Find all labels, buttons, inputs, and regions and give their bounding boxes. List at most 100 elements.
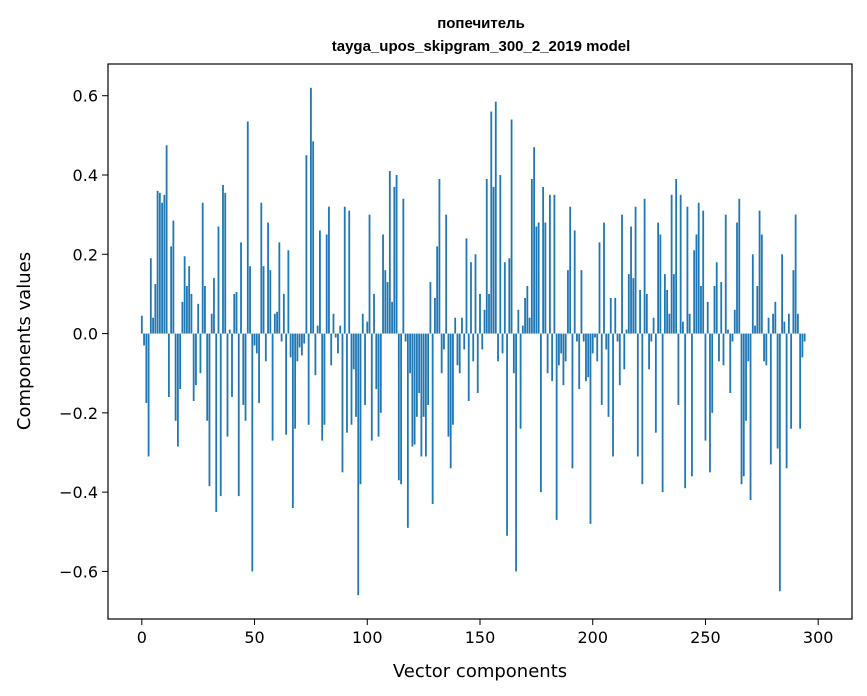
bar-83 (328, 206, 330, 334)
bar-5 (152, 317, 154, 334)
y-axis-ticks: −0.6 −0.4 −0.2 0.0 0.2 0.4 0.6 (59, 87, 108, 581)
y-tick-label: 0.6 (73, 87, 98, 106)
bar-193 (576, 333, 578, 342)
bar-191 (571, 333, 574, 469)
bar-267 (742, 333, 745, 477)
bar-146 (470, 262, 472, 334)
bar-23 (192, 333, 195, 401)
bar-13 (170, 246, 173, 334)
bar-268 (745, 333, 747, 421)
bar-200 (591, 333, 594, 354)
bar-122 (415, 333, 418, 417)
bar-276 (763, 333, 765, 362)
bar-119 (409, 333, 412, 374)
bar-172 (528, 317, 531, 334)
bar-255 (715, 262, 718, 334)
bar-4 (149, 258, 152, 334)
bar-20 (186, 286, 188, 334)
bar-18 (181, 301, 184, 334)
bar-277 (765, 333, 768, 366)
bar-61 (278, 242, 281, 334)
bar-54 (262, 266, 265, 334)
bar-132 (438, 178, 441, 334)
bar-167 (517, 309, 520, 334)
bar-159 (499, 175, 502, 334)
bar-110 (388, 171, 391, 334)
bar-76 (312, 141, 315, 334)
bar-258 (722, 333, 725, 366)
bar-147 (472, 333, 475, 362)
bar-120 (411, 333, 414, 447)
bar-281 (774, 301, 777, 334)
bar-290 (794, 214, 797, 334)
bar-63 (282, 293, 285, 334)
bar-56 (267, 222, 269, 334)
bar-177 (539, 333, 542, 493)
bar-92 (348, 210, 351, 334)
bar-232 (663, 274, 666, 334)
bar-142 (461, 317, 463, 334)
x-tick-label: 50 (244, 628, 264, 647)
bar-29 (206, 333, 209, 421)
bar-57 (269, 270, 272, 334)
bar-213 (621, 214, 623, 334)
bar-8 (158, 192, 161, 334)
bar-51 (255, 333, 258, 354)
bar-218 (632, 278, 635, 334)
bar-32 (213, 278, 215, 334)
bar-292 (799, 333, 802, 429)
y-tick-label: −0.4 (59, 483, 98, 502)
bar-89 (341, 333, 344, 473)
bar-74 (307, 333, 310, 425)
bar-211 (616, 333, 619, 342)
bar-194 (578, 333, 581, 390)
bar-118 (406, 333, 409, 528)
x-tick-label: 150 (465, 628, 496, 647)
bar-209 (612, 333, 614, 457)
bar-199 (589, 333, 592, 524)
bar-180 (546, 333, 549, 374)
bar-114 (397, 333, 400, 481)
y-tick-label: −0.6 (59, 562, 98, 581)
bar-10 (163, 194, 166, 334)
bar-249 (702, 210, 705, 334)
bar-95 (355, 333, 357, 417)
bar-111 (391, 301, 393, 334)
bar-78 (316, 325, 319, 334)
bar-16 (176, 333, 179, 447)
bar-124 (420, 333, 423, 457)
bar-30 (208, 333, 211, 487)
bar-207 (607, 333, 610, 417)
x-tick-label: 200 (577, 628, 608, 647)
chart-title-line1: попечитель (437, 15, 525, 32)
bar-14 (172, 220, 175, 334)
bar-220 (636, 333, 639, 457)
bar-212 (618, 333, 621, 386)
bar-113 (395, 175, 398, 334)
bar-234 (668, 313, 671, 334)
bar-17 (179, 333, 182, 390)
bar-85 (332, 313, 335, 334)
bar-73 (305, 155, 308, 334)
bar-160 (501, 333, 504, 354)
bar-250 (704, 333, 707, 441)
bar-48 (249, 266, 251, 334)
bar-204 (600, 333, 603, 405)
bar-97 (359, 333, 362, 485)
bar-243 (688, 313, 691, 334)
bar-289 (792, 270, 795, 334)
bar-112 (393, 186, 396, 334)
bar-12 (167, 333, 170, 397)
bar-88 (339, 325, 342, 334)
bar-173 (530, 178, 533, 334)
bar-125 (422, 333, 425, 417)
bar-141 (458, 333, 461, 374)
bar-166 (515, 333, 517, 572)
bar-284 (781, 254, 784, 334)
bar-102 (370, 333, 373, 441)
bar-254 (713, 286, 716, 334)
bar-49 (251, 333, 254, 572)
bar-148 (474, 254, 477, 334)
bar-134 (443, 333, 445, 350)
bar-278 (767, 317, 770, 334)
